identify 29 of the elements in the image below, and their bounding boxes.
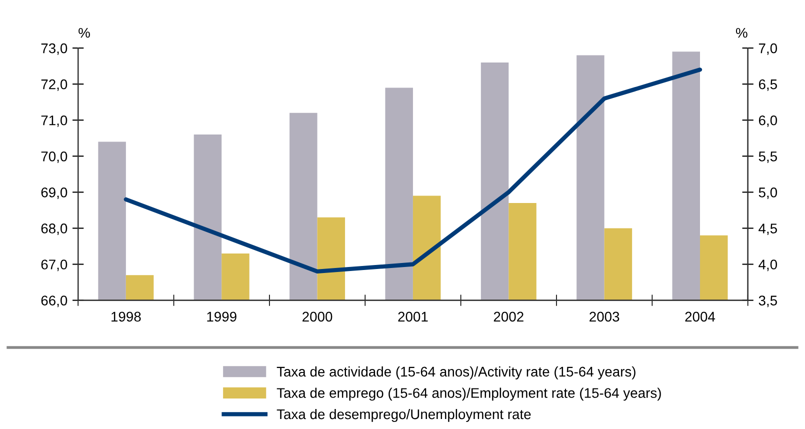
legend-label: Taxa de desemprego/Unemployment rate [276, 408, 531, 422]
y-tick-label: 68,0 [41, 224, 68, 236]
x-tick-label: 2002 [494, 312, 524, 322]
x-tick-label: 1999 [207, 312, 236, 322]
legend-label: Taxa de emprego (15-64 anos)/Employment rate (15-64 years) [276, 388, 661, 401]
y-tick-label: 73,0 [41, 43, 68, 55]
y-tick-label: 71,0 [41, 115, 68, 127]
y-tick-label: 67,0 [41, 260, 68, 272]
y2-tick-label: 5,5 [758, 152, 777, 163]
y2-tick-label: 3,5 [758, 296, 777, 308]
x-tick-label: 1998 [112, 312, 141, 322]
x-tick-label: 2003 [590, 312, 620, 322]
y2-tick-label: 4,0 [758, 260, 778, 272]
y2-tick-label: 5,0 [758, 188, 778, 199]
line-series [124, 68, 702, 274]
x-tick-label: 2004 [685, 312, 716, 322]
y-tick-label: 66,0 [41, 296, 68, 308]
x-tick-label: 2000 [302, 312, 332, 322]
y2-tick-label: 6,5 [758, 79, 777, 91]
y2-axis-title: % [736, 28, 748, 38]
y2-tick-label: 6,0 [758, 115, 778, 127]
y-tick-label: 69,0 [41, 188, 68, 199]
y-tick-label: 72,0 [41, 79, 68, 91]
legend-label: Taxa de actividade (15-64 anos)/Activity rate (15-64 years) [276, 366, 636, 380]
y-tick-label: 70,0 [41, 151, 68, 163]
x-tick-label: 2001 [398, 312, 428, 322]
y2-tick-label: 7,0 [758, 43, 778, 55]
y2-tick-label: 4,5 [758, 224, 777, 236]
y-axis-title: % [78, 28, 90, 38]
